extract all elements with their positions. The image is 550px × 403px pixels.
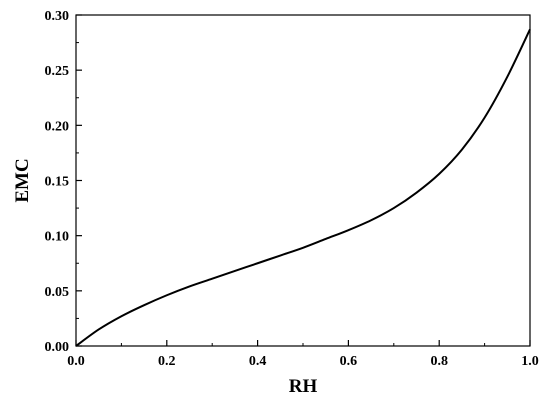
- y-tick-label: 0.30: [45, 9, 70, 24]
- x-tick-label: 0.2: [158, 354, 176, 369]
- emc-curve: [75, 28, 531, 347]
- x-tick-label: 0.4: [249, 354, 267, 369]
- y-tick-label: 0.20: [45, 119, 70, 134]
- x-tick-label: 0.0: [67, 354, 85, 369]
- y-tick-label: 0.05: [45, 285, 70, 300]
- y-tick-label: 0.25: [45, 64, 70, 79]
- y-tick-label: 0.00: [45, 340, 70, 355]
- y-axis-title: EMC: [12, 158, 33, 202]
- x-tick-label: 1.0: [521, 354, 539, 369]
- x-axis-title: RH: [289, 376, 318, 397]
- axes: 0.0 0.2 0.4 0.6 0.8 1.0 0.00 0.05 0.10 0.15 0.20 0.…: [45, 9, 539, 369]
- series-layer: [75, 28, 531, 347]
- x-tick-label: 0.8: [430, 354, 448, 369]
- y-tick-label: 0.10: [45, 230, 70, 245]
- y-tick-label: 0.15: [45, 175, 70, 190]
- plot-frame: [75, 14, 531, 347]
- x-tick-label: 0.6: [340, 354, 358, 369]
- plot-area: [75, 14, 531, 347]
